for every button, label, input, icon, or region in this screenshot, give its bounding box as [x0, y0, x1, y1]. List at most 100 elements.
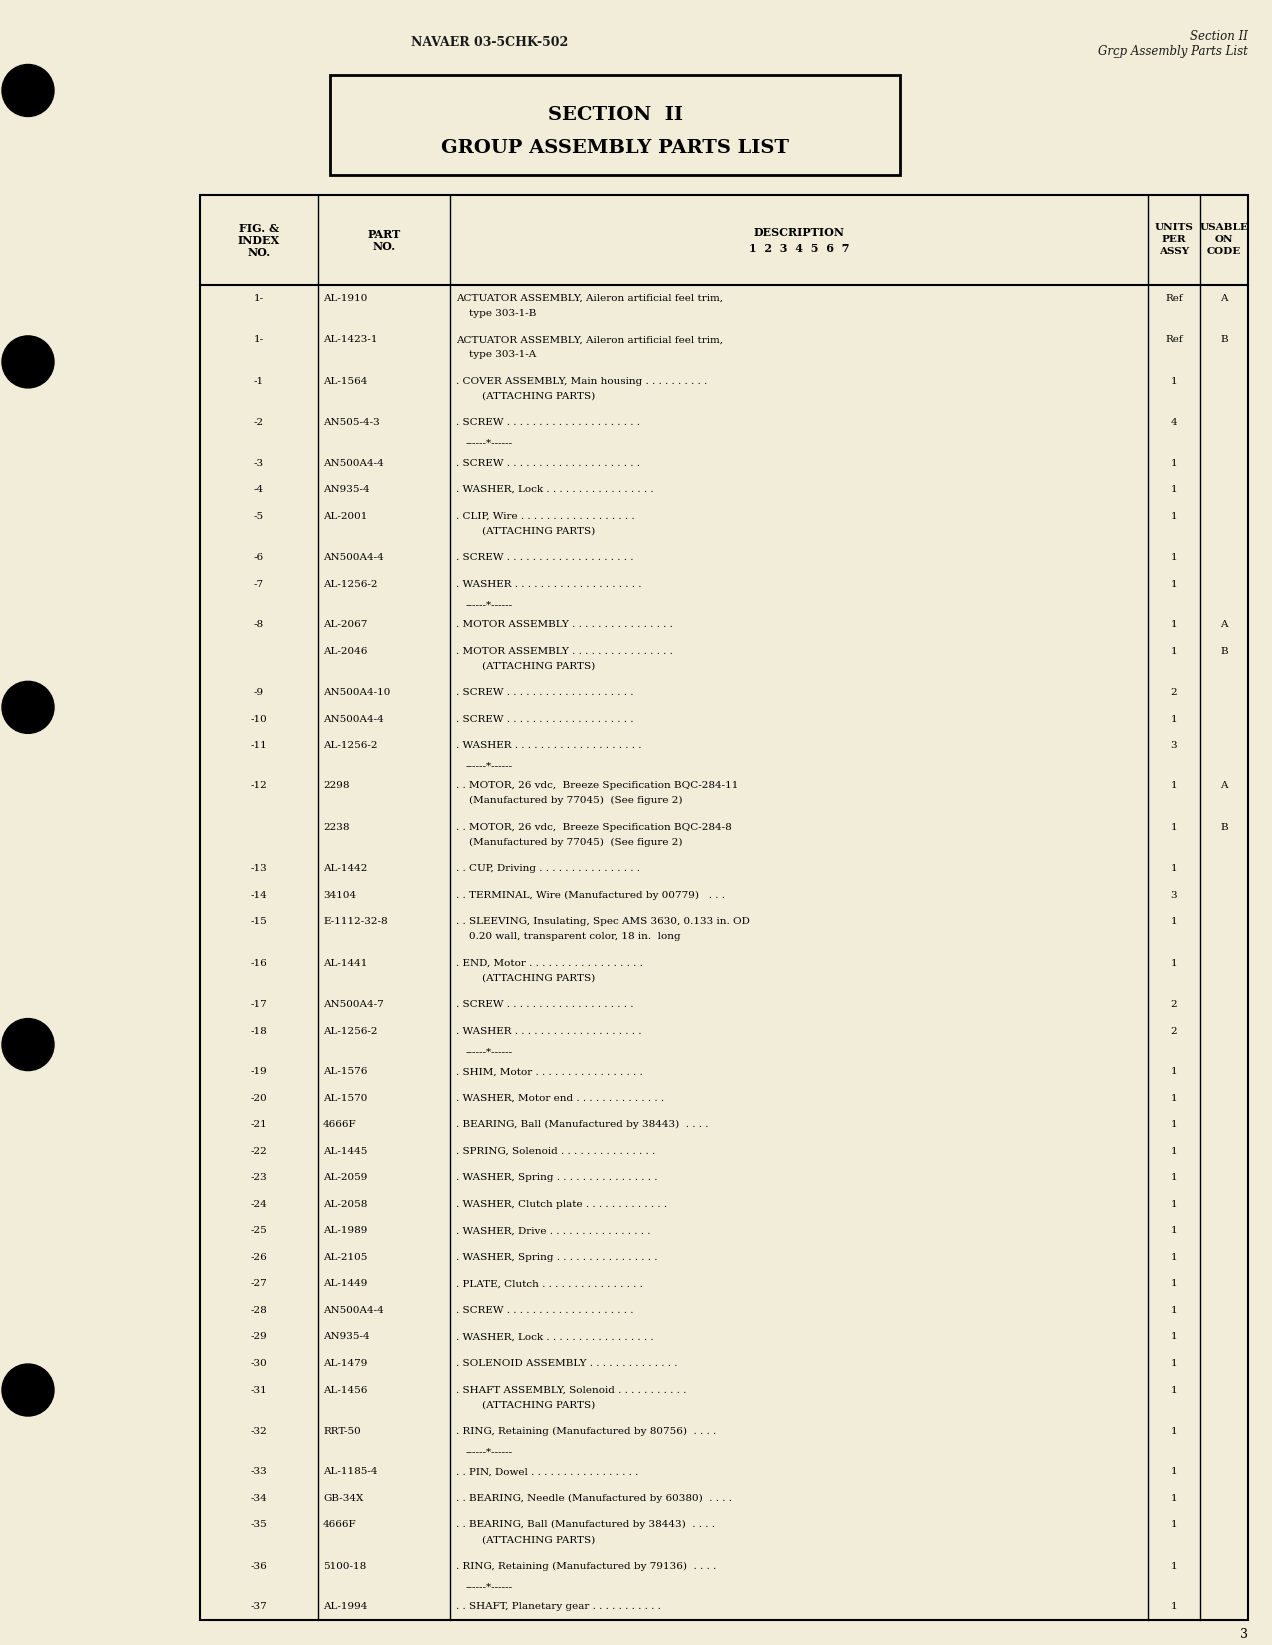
Text: ------*------: ------*------	[466, 600, 513, 609]
Text: FIG. &: FIG. &	[239, 222, 279, 234]
Text: . WASHER . . . . . . . . . . . . . . . . . . . .: . WASHER . . . . . . . . . . . . . . . .…	[455, 579, 641, 589]
Text: 1: 1	[1170, 918, 1178, 926]
Text: (ATTACHING PARTS): (ATTACHING PARTS)	[455, 974, 595, 984]
Text: -12: -12	[251, 781, 267, 791]
Text: -33: -33	[251, 1467, 267, 1476]
Text: . . SLEEVING, Insulating, Spec AMS 3630, 0.133 in. OD: . . SLEEVING, Insulating, Spec AMS 3630,…	[455, 918, 750, 926]
Text: -3: -3	[254, 459, 265, 467]
Text: (ATTACHING PARTS): (ATTACHING PARTS)	[455, 526, 595, 536]
Text: . WASHER, Clutch plate . . . . . . . . . . . . .: . WASHER, Clutch plate . . . . . . . . .…	[455, 1199, 667, 1209]
Text: 1: 1	[1170, 822, 1178, 832]
Text: . RING, Retaining (Manufactured by 79136)  . . . .: . RING, Retaining (Manufactured by 79136…	[455, 1561, 716, 1571]
Text: AL-1256-2: AL-1256-2	[323, 1026, 378, 1036]
Text: AL-1570: AL-1570	[323, 1094, 368, 1102]
Text: 1: 1	[1170, 459, 1178, 467]
Text: B: B	[1220, 646, 1227, 656]
Text: -19: -19	[251, 1068, 267, 1076]
Text: type 303-1-A: type 303-1-A	[455, 350, 537, 359]
Text: -37: -37	[251, 1602, 267, 1610]
Text: DESCRIPTION: DESCRIPTION	[753, 227, 845, 237]
Text: 1: 1	[1170, 781, 1178, 791]
Text: 4: 4	[1170, 418, 1178, 428]
Text: -4: -4	[254, 485, 265, 494]
Text: AN500A4-7: AN500A4-7	[323, 1000, 384, 1010]
Text: -13: -13	[251, 864, 267, 873]
Text: 2: 2	[1170, 688, 1178, 697]
Text: . SHIM, Motor . . . . . . . . . . . . . . . . .: . SHIM, Motor . . . . . . . . . . . . . …	[455, 1068, 642, 1076]
Text: AN935-4: AN935-4	[323, 485, 370, 494]
Text: 1: 1	[1170, 1385, 1178, 1395]
Text: -29: -29	[251, 1332, 267, 1341]
Circle shape	[3, 64, 53, 117]
Text: -35: -35	[251, 1520, 267, 1530]
Text: NO.: NO.	[373, 240, 396, 252]
Text: ACTUATOR ASSEMBLY, Aileron artificial feel trim,: ACTUATOR ASSEMBLY, Aileron artificial fe…	[455, 294, 722, 303]
Text: . . BEARING, Ball (Manufactured by 38443)  . . . .: . . BEARING, Ball (Manufactured by 38443…	[455, 1520, 715, 1530]
Text: -25: -25	[251, 1227, 267, 1235]
Text: type 303-1-B: type 303-1-B	[455, 309, 537, 317]
Text: -34: -34	[251, 1494, 267, 1504]
Text: . CLIP, Wire . . . . . . . . . . . . . . . . . .: . CLIP, Wire . . . . . . . . . . . . . .…	[455, 512, 635, 521]
Text: . WASHER, Motor end . . . . . . . . . . . . . .: . WASHER, Motor end . . . . . . . . . . …	[455, 1094, 664, 1102]
Text: 3: 3	[1240, 1629, 1248, 1642]
Text: -6: -6	[254, 553, 265, 563]
Text: AL-1445: AL-1445	[323, 1147, 368, 1156]
Text: . WASHER . . . . . . . . . . . . . . . . . . . .: . WASHER . . . . . . . . . . . . . . . .…	[455, 740, 641, 750]
Text: 3: 3	[1170, 740, 1178, 750]
Text: USABLE: USABLE	[1199, 224, 1248, 232]
Text: -22: -22	[251, 1147, 267, 1156]
Text: . SHAFT ASSEMBLY, Solenoid . . . . . . . . . . .: . SHAFT ASSEMBLY, Solenoid . . . . . . .…	[455, 1385, 687, 1395]
Text: 2: 2	[1170, 1000, 1178, 1010]
Text: . SCREW . . . . . . . . . . . . . . . . . . . .: . SCREW . . . . . . . . . . . . . . . . …	[455, 553, 633, 563]
Text: 1: 1	[1170, 377, 1178, 387]
Text: PER: PER	[1161, 235, 1187, 245]
Text: -31: -31	[251, 1385, 267, 1395]
Text: A: A	[1220, 620, 1227, 628]
Circle shape	[3, 1018, 53, 1071]
Text: . SCREW . . . . . . . . . . . . . . . . . . . .: . SCREW . . . . . . . . . . . . . . . . …	[455, 1000, 633, 1010]
Text: 1: 1	[1170, 1467, 1178, 1476]
Text: . . CUP, Driving . . . . . . . . . . . . . . . .: . . CUP, Driving . . . . . . . . . . . .…	[455, 864, 640, 873]
Text: (Manufactured by 77045)  (See figure 2): (Manufactured by 77045) (See figure 2)	[455, 837, 683, 847]
Text: 1: 1	[1170, 1227, 1178, 1235]
Text: NO.: NO.	[248, 247, 271, 258]
Text: -10: -10	[251, 714, 267, 724]
Text: AN500A4-4: AN500A4-4	[323, 714, 384, 724]
Text: -17: -17	[251, 1000, 267, 1010]
Text: -9: -9	[254, 688, 265, 697]
Text: ------*------: ------*------	[466, 1582, 513, 1591]
Text: 1: 1	[1170, 1173, 1178, 1183]
Text: AL-1441: AL-1441	[323, 959, 368, 967]
Text: AN505-4-3: AN505-4-3	[323, 418, 380, 428]
Text: 0.20 wall, transparent color, 18 in.  long: 0.20 wall, transparent color, 18 in. lon…	[455, 933, 681, 941]
Text: . SPRING, Solenoid . . . . . . . . . . . . . . .: . SPRING, Solenoid . . . . . . . . . . .…	[455, 1147, 655, 1156]
Text: AL-2059: AL-2059	[323, 1173, 368, 1183]
Text: GROUP ASSEMBLY PARTS LIST: GROUP ASSEMBLY PARTS LIST	[441, 138, 789, 156]
Text: CODE: CODE	[1207, 247, 1241, 257]
Text: 1: 1	[1170, 485, 1178, 494]
Text: B: B	[1220, 336, 1227, 344]
Text: -30: -30	[251, 1359, 267, 1369]
Text: E-1112-32-8: E-1112-32-8	[323, 918, 388, 926]
Text: . BEARING, Ball (Manufactured by 38443)  . . . .: . BEARING, Ball (Manufactured by 38443) …	[455, 1120, 709, 1130]
Text: 1: 1	[1170, 1602, 1178, 1610]
Text: AL-1185-4: AL-1185-4	[323, 1467, 378, 1476]
Text: . SCREW . . . . . . . . . . . . . . . . . . . .: . SCREW . . . . . . . . . . . . . . . . …	[455, 688, 633, 697]
Text: . PLATE, Clutch . . . . . . . . . . . . . . . .: . PLATE, Clutch . . . . . . . . . . . . …	[455, 1280, 642, 1288]
Text: 5100-18: 5100-18	[323, 1561, 366, 1571]
Text: AL-1989: AL-1989	[323, 1227, 368, 1235]
Text: 1: 1	[1170, 579, 1178, 589]
Text: 1: 1	[1170, 1199, 1178, 1209]
Bar	[329, 76, 901, 174]
Text: A: A	[1220, 294, 1227, 303]
Text: SECTION  II: SECTION II	[547, 105, 683, 123]
Text: . SOLENOID ASSEMBLY . . . . . . . . . . . . . .: . SOLENOID ASSEMBLY . . . . . . . . . . …	[455, 1359, 678, 1369]
Text: -20: -20	[251, 1094, 267, 1102]
Text: . SCREW . . . . . . . . . . . . . . . . . . . . .: . SCREW . . . . . . . . . . . . . . . . …	[455, 418, 640, 428]
Text: -5: -5	[254, 512, 265, 521]
Text: 1: 1	[1170, 1306, 1178, 1314]
Text: AL-2067: AL-2067	[323, 620, 368, 628]
Text: -28: -28	[251, 1306, 267, 1314]
Text: . RING, Retaining (Manufactured by 80756)  . . . .: . RING, Retaining (Manufactured by 80756…	[455, 1426, 716, 1436]
Text: AL-1479: AL-1479	[323, 1359, 368, 1369]
